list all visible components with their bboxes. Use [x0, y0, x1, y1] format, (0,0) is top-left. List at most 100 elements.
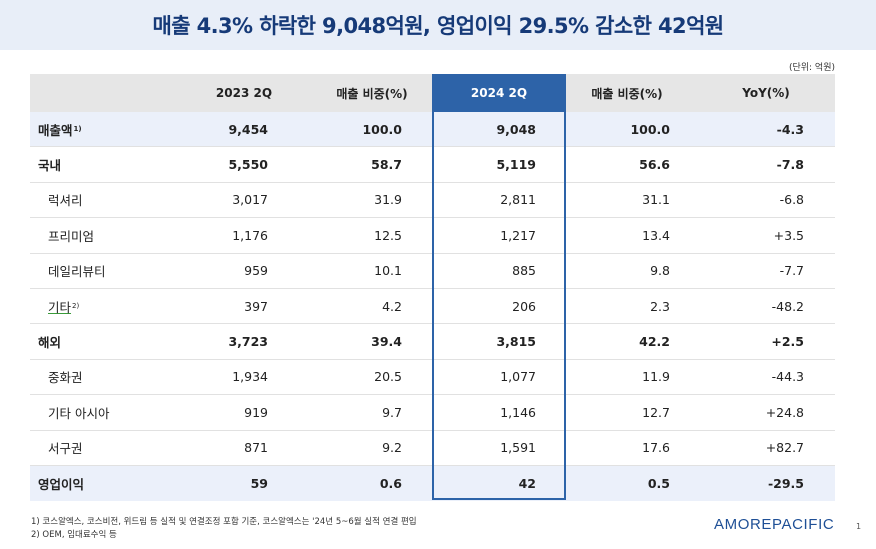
row-label-text: 영업이익 — [38, 477, 85, 493]
row-label-text: 서구권 — [48, 441, 83, 457]
row-label-text: 기타 아시아 — [48, 405, 110, 421]
row-label: 데일리뷰티 — [48, 254, 198, 288]
table-row: 데일리뷰티 959 10.1 885 9.8 -7.7 — [30, 254, 835, 289]
footnote-1: 1) 코스알엑스, 코스비전, 위드림 등 실적 및 연결조정 포함 기준, 코… — [31, 517, 417, 527]
share-2024: 2.3 — [650, 298, 670, 314]
row-label: 기타 2) — [48, 289, 198, 323]
value-2023-2q: 397 — [244, 298, 268, 314]
share-2024: 56.6 — [639, 157, 670, 173]
share-2024: 42.2 — [639, 334, 670, 350]
share-2023: 100.0 — [362, 121, 402, 137]
share-2023: 4.2 — [382, 298, 402, 314]
share-2024: 0.5 — [647, 476, 670, 492]
unit-note: (단위: 억원) — [788, 63, 835, 73]
yoy-value: -48.2 — [771, 298, 804, 314]
yoy-value: +2.5 — [771, 334, 804, 350]
row-label-text: 럭셔리 — [48, 193, 83, 209]
row-label-text: 프리미엄 — [48, 228, 95, 244]
row-label-text: 기타 — [48, 299, 72, 315]
yoy-value: -7.8 — [776, 157, 804, 173]
value-2023-2q: 3,723 — [228, 334, 268, 350]
table-row: 기타 아시아 919 9.7 1,146 12.7 +24.8 — [30, 395, 835, 431]
yoy-value: -4.3 — [776, 121, 804, 137]
page-title: 매출 4.3% 하락한 9,048억원, 영업이익 29.5% 감소한 42억원 — [152, 14, 724, 38]
row-label: 서구권 — [48, 431, 198, 465]
value-2024-2q: 2,811 — [500, 192, 536, 208]
share-2024: 13.4 — [642, 227, 670, 243]
title-band — [0, 0, 876, 50]
value-2023-2q: 959 — [244, 263, 268, 279]
share-2024: 100.0 — [630, 121, 670, 137]
yoy-value: +24.8 — [765, 404, 804, 420]
footnotes: 1) 코스알엑스, 코스비전, 위드림 등 실적 및 연결조정 포함 기준, 코… — [31, 516, 417, 542]
share-2023: 9.7 — [382, 404, 402, 420]
value-2024-2q: 206 — [512, 298, 536, 314]
row-label: 럭셔리 — [48, 183, 198, 217]
yoy-value: +3.5 — [773, 227, 804, 243]
row-label-text: 데일리뷰티 — [48, 264, 106, 280]
share-2024: 31.1 — [642, 192, 670, 208]
row-label-text: 해외 — [38, 335, 62, 351]
row-label: 국내 — [38, 147, 188, 181]
yoy-value: +82.7 — [765, 440, 804, 456]
share-2023: 58.7 — [371, 157, 402, 173]
row-label-text: 국내 — [38, 158, 62, 174]
table-row: 럭셔리 3,017 31.9 2,811 31.1 -6.8 — [30, 183, 835, 219]
value-2024-2q: 5,119 — [496, 157, 536, 173]
header-share-2024: 매출 비중(%) — [591, 86, 663, 101]
row-label: 기타 아시아 — [48, 395, 198, 429]
value-2024-2q: 9,048 — [496, 121, 536, 137]
share-2024: 12.7 — [642, 404, 670, 420]
value-2024-2q: 885 — [512, 263, 536, 279]
yoy-value: -7.7 — [779, 263, 804, 279]
value-2024-2q: 1,217 — [500, 227, 536, 243]
table-row: 프리미엄 1,176 12.5 1,217 13.4 +3.5 — [30, 218, 835, 254]
share-2023: 10.1 — [374, 263, 402, 279]
row-label: 프리미엄 — [48, 218, 198, 252]
header-share-2023: 매출 비중(%) — [336, 86, 408, 101]
row-label-text: 매출액 — [38, 122, 73, 138]
header-2024-2q: 2024 2Q — [432, 74, 566, 112]
value-2023-2q: 1,934 — [232, 369, 268, 385]
table-row: 서구권 871 9.2 1,591 17.6 +82.7 — [30, 431, 835, 466]
table-row: 기타 2) 397 4.2 206 2.3 -48.2 — [30, 289, 835, 325]
value-2023-2q: 5,550 — [228, 157, 268, 173]
value-2023-2q: 59 — [250, 476, 268, 492]
yoy-value: -29.5 — [767, 476, 804, 492]
share-2023: 31.9 — [374, 192, 402, 208]
results-table: 2023 2Q 매출 비중(%) 2024 2Q 매출 비중(%) YoY(%)… — [30, 74, 835, 502]
table-row: 매출액 1) 9,454 100.0 9,048 100.0 -4.3 — [30, 112, 835, 148]
table-header-row: 2023 2Q 매출 비중(%) 2024 2Q 매출 비중(%) YoY(%) — [30, 74, 835, 112]
amorepacific-logo: AMOREPACIFIC — [714, 516, 835, 533]
share-2023: 12.5 — [374, 227, 402, 243]
footnote-2: 2) OEM, 임대료수익 등 — [31, 530, 117, 540]
table-row: 해외 3,723 39.4 3,815 42.2 +2.5 — [30, 324, 835, 360]
share-2023: 0.6 — [379, 476, 402, 492]
row-label: 중화권 — [48, 360, 198, 394]
share-2024: 9.8 — [650, 263, 670, 279]
value-2024-2q: 1,591 — [500, 440, 536, 456]
value-2023-2q: 919 — [244, 404, 268, 420]
share-2023: 39.4 — [371, 334, 402, 350]
value-2024-2q: 1,077 — [500, 369, 536, 385]
header-2023-2q: 2023 2Q — [215, 86, 273, 100]
share-2023: 9.2 — [382, 440, 402, 456]
value-2024-2q: 3,815 — [496, 334, 536, 350]
row-label: 매출액 1) — [38, 112, 188, 146]
header-yoy: YoY(%) — [742, 86, 790, 100]
table-row: 중화권 1,934 20.5 1,077 11.9 -44.3 — [30, 360, 835, 396]
table-row: 국내 5,550 58.7 5,119 56.6 -7.8 — [30, 147, 835, 183]
page-number: 1 — [856, 522, 862, 531]
value-2024-2q: 42 — [518, 476, 536, 492]
share-2024: 11.9 — [642, 369, 670, 385]
share-2024: 17.6 — [642, 440, 670, 456]
yoy-value: -6.8 — [779, 192, 804, 208]
row-label-text: 중화권 — [48, 370, 83, 386]
value-2023-2q: 3,017 — [232, 192, 268, 208]
value-2023-2q: 9,454 — [228, 121, 268, 137]
footnote-marker: 1) — [73, 125, 82, 134]
table-row: 영업이익 59 0.6 42 0.5 -29.5 — [30, 465, 835, 502]
row-label: 영업이익 — [38, 466, 188, 501]
share-2023: 20.5 — [374, 369, 402, 385]
value-2023-2q: 1,176 — [232, 227, 268, 243]
